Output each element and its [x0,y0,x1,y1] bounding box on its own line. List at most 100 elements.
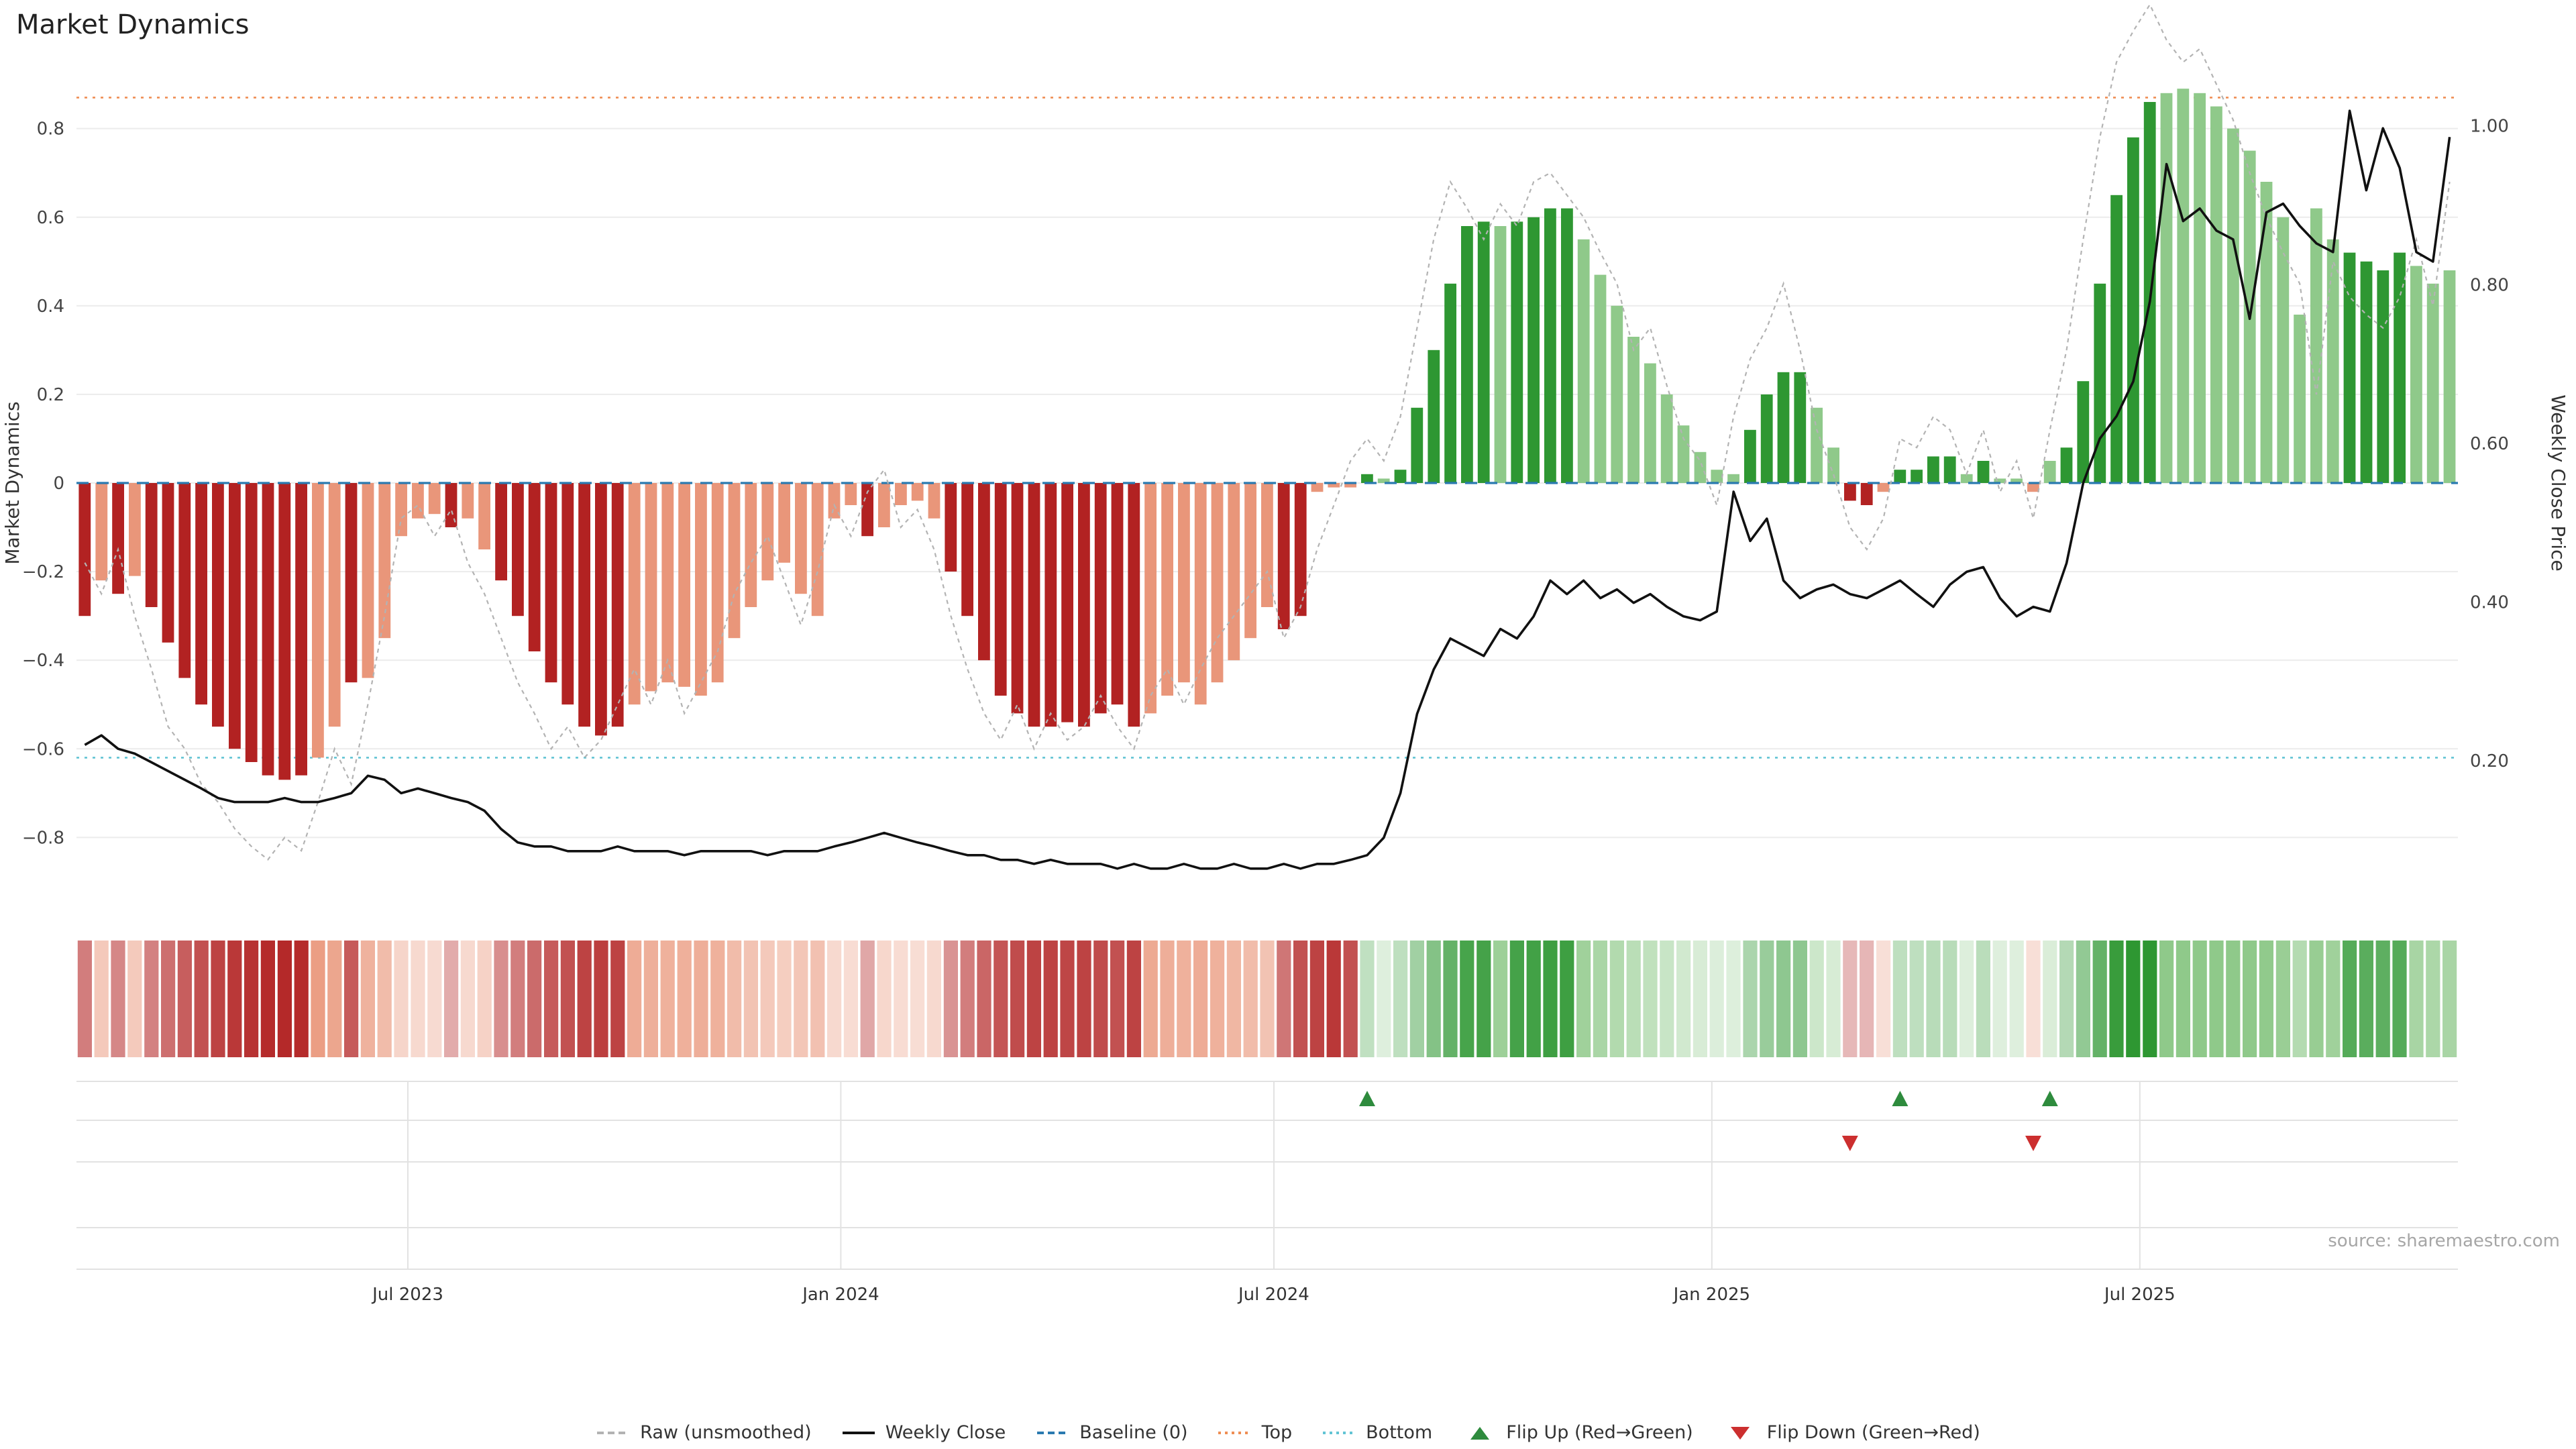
dynamics-bar [145,483,158,607]
regime-strip-cell [1093,941,1108,1057]
regime-strip-cell [1060,941,1075,1057]
dynamics-bar [2177,89,2190,483]
regime-strip-cell [344,941,359,1057]
regime-strip-cell [594,941,608,1057]
dynamics-bar [845,483,857,505]
dynamics-bar [2194,93,2206,484]
regime-strip-cell [843,941,858,1057]
dynamics-bar [2310,208,2322,483]
regime-strip-cell [460,941,475,1057]
dynamics-bar [745,483,757,607]
regime-strip-cell [427,941,442,1057]
regime-strip-cell [2359,941,2373,1057]
dynamics-bar [1311,483,1324,492]
regime-strip-cell [1743,941,1758,1057]
dynamics-bar [1544,208,1556,483]
dynamics-bar [412,483,424,519]
dynamics-bar [978,483,990,661]
legend-item-raw: Raw (unsmoothed) [596,1422,812,1444]
dynamics-bar [645,483,657,692]
regime-strip-cell [2259,941,2273,1057]
dynamics-bar [1094,483,1107,714]
dynamics-bar [1994,478,2006,483]
dynamics-bar [1777,372,1790,483]
dynamics-bar [1244,483,1256,639]
regime-strip-cell [1460,941,1474,1057]
regime-strip-cell [1576,941,1591,1057]
dynamics-bar [1677,425,1690,483]
regime-strip-cell [477,941,492,1057]
raw-swatch [597,1432,630,1434]
regime-strip-cell [2443,941,2457,1057]
dynamics-bar [2426,283,2439,483]
regime-strip-cell [377,941,392,1057]
dynamics-bar [1477,221,1490,483]
dynamics-bar [1894,470,1907,483]
dynamics-bar [611,483,624,727]
regime-strip-cell [677,941,692,1057]
regime-strip-cell [1360,941,1375,1057]
dynamics-bar [1844,483,1856,501]
regime-strip-cell [1992,941,2007,1057]
regime-strip-cell [894,941,908,1057]
regime-strip-cell [327,941,342,1057]
left-axis-tick-label: −0.8 [22,828,64,848]
dynamics-bar [728,483,741,639]
left-axis-tick-label: −0.6 [22,739,64,759]
regime-strip-cell [360,941,375,1057]
regime-strip-cell [2226,941,2241,1057]
dynamics-bar [1660,394,1673,483]
dynamics-bar [761,483,774,581]
dynamics-bar [129,483,141,576]
regime-strip-cell [643,941,658,1057]
dynamics-bar [2260,182,2273,483]
dynamics-bar [2410,266,2422,483]
regime-strip-cell [1593,941,1607,1057]
dynamics-bar [212,483,224,727]
dynamics-bar [811,483,824,616]
regime-strip-cell [161,941,176,1057]
dynamics-bar [2443,270,2456,483]
regime-strip-cell [1892,941,1907,1057]
regime-strip-cell [1493,941,1508,1057]
regime-strip-cell [77,941,92,1057]
regime-strip-cell [2326,941,2341,1057]
dynamics-bar [1144,483,1157,714]
regime-strip-cell [560,941,575,1057]
regime-strip-cell [1393,941,1408,1057]
left-axis-tick-label: −0.2 [22,562,64,582]
regime-strip-cell [144,941,159,1057]
regime-strip-cell [926,941,941,1057]
regime-strip-cell [2192,941,2207,1057]
dynamics-bar [2110,195,2123,483]
regime-strip-cell [544,941,559,1057]
dynamics-bar [895,483,907,505]
dynamics-bar [328,483,341,727]
dynamics-bar [1061,483,1073,722]
left-axis-tick-label: 0.2 [37,385,64,405]
dynamics-bar [1377,478,1390,483]
regime-strip-cell [1177,941,1191,1057]
legend-item-baseline: Baseline (0) [1035,1422,1188,1444]
top-swatch [1218,1432,1251,1434]
page-title: Market Dynamics [16,8,250,40]
dynamics-bar [1561,208,1573,483]
dynamics-bar [1911,470,1923,483]
regime-strip-cell [1077,941,1091,1057]
regime-strip-cell [1609,941,1624,1057]
regime-strip-cell [794,941,808,1057]
dynamics-bar [945,483,957,572]
dynamics-bar [1727,474,1739,483]
left-axis-tick-label: 0.6 [37,208,64,228]
regime-strip-cell [1326,941,1341,1057]
dynamics-bar [1344,483,1356,488]
regime-strip-cell [977,941,991,1057]
dynamics-bar [278,483,291,780]
dynamics-bar [162,483,174,643]
baseline-swatch [1036,1432,1069,1434]
dynamics-bar [628,483,641,705]
regime-strip-cell [1543,941,1558,1057]
dynamics-bar [661,483,674,683]
legend-label: Raw (unsmoothed) [640,1422,812,1444]
dynamics-bar [2377,270,2390,483]
